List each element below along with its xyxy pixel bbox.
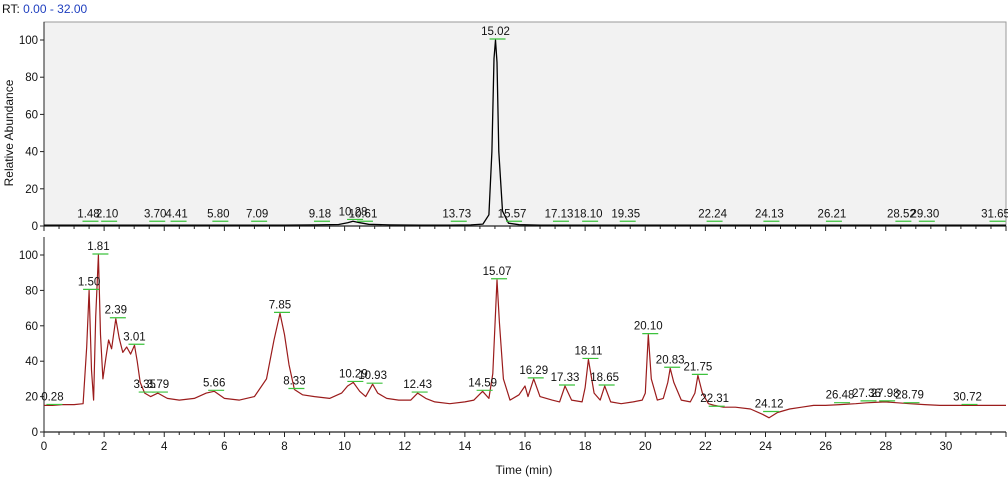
x-tick-label: 14 [458, 441, 471, 453]
peak-label: 26.21 [818, 208, 847, 220]
peak-label: 12.43 [403, 379, 432, 391]
y-tick-label: 100 [19, 35, 38, 47]
peak-label: 22.31 [700, 393, 729, 405]
peak-label: 15.57 [498, 208, 527, 220]
y-tick-label: 100 [19, 250, 38, 262]
peak-label: 16.29 [519, 365, 548, 377]
peak-label: 19.35 [611, 208, 640, 220]
peak-label: 2.10 [96, 208, 118, 220]
peak-label: 7.85 [269, 299, 291, 311]
x-tick-label: 2 [101, 441, 107, 453]
peak-label: 5.80 [207, 208, 229, 220]
peak-label: 20.10 [634, 321, 663, 333]
peak-label: 10.61 [349, 208, 378, 220]
peak-label: 3.70 [144, 208, 166, 220]
peak-label: 1.50 [78, 276, 100, 288]
peak-label: 7.09 [246, 208, 268, 220]
peak-label: 26.48 [826, 390, 855, 402]
x-tick-label: 30 [939, 441, 952, 453]
y-tick-label: 40 [25, 147, 38, 159]
y-tick-label: 40 [25, 356, 38, 368]
y-tick-label: 80 [25, 285, 38, 297]
peak-label: 31.65 [981, 208, 1008, 220]
peak-label: 18.11 [574, 345, 602, 357]
peak-label: 2.39 [105, 305, 127, 317]
y-tick-label: 60 [25, 109, 38, 121]
peak-label: 10.29 [339, 368, 368, 380]
peak-label: 17.33 [551, 372, 580, 384]
x-tick-label: 0 [41, 441, 47, 453]
peak-label: 17.13 [545, 208, 574, 220]
peak-label: 1.81 [87, 241, 109, 253]
peak-label: 5.66 [203, 377, 225, 389]
rt-range-header: RT: 0.00 - 32.00 [2, 2, 87, 16]
peak-label: 15.07 [483, 266, 512, 278]
x-axis-label: Time (min) [496, 463, 553, 477]
peak-label: 3.35 [134, 379, 156, 391]
x-tick-label: 4 [161, 441, 168, 453]
x-tick-label: 26 [819, 441, 832, 453]
peak-label: 0.28 [41, 391, 63, 403]
x-tick-label: 12 [398, 441, 411, 453]
y-tick-label: 0 [32, 427, 38, 439]
peak-label: 10.28 [339, 206, 368, 218]
peak-label: 30.72 [953, 391, 982, 403]
x-tick-label: 8 [281, 441, 287, 453]
peak-label: 22.24 [698, 208, 727, 220]
peak-label: 28.52 [887, 208, 916, 220]
x-tick-label: 24 [759, 441, 772, 453]
peak-label: 27.36 [852, 388, 881, 400]
y-axis-label: Relative Abundance [2, 79, 16, 186]
x-tick-label: 10 [338, 441, 351, 453]
peak-label: 4.41 [165, 208, 187, 220]
peak-label: 18.10 [574, 208, 603, 220]
peak-label: 24.13 [755, 208, 784, 220]
peak-label: 14.59 [468, 377, 497, 389]
peak-label: 8.33 [283, 376, 305, 388]
bottom-trace-line [44, 254, 1006, 419]
peak-label: 3.01 [123, 331, 145, 343]
y-tick-label: 80 [25, 72, 38, 84]
x-tick-label: 20 [639, 441, 652, 453]
peak-label: 15.02 [481, 26, 510, 38]
peak-label: 1.48 [77, 208, 99, 220]
x-tick-label: 28 [879, 441, 892, 453]
peak-label: 24.12 [755, 399, 784, 411]
peak-label: 9.18 [309, 208, 331, 220]
rt-prefix: RT: [2, 2, 20, 16]
y-tick-label: 20 [25, 392, 38, 404]
rt-range-value: 0.00 - 32.00 [23, 2, 88, 16]
x-tick-label: 6 [221, 441, 227, 453]
peak-label: 3.79 [147, 379, 169, 391]
top-panel-background [43, 21, 1007, 227]
y-tick-label: 0 [32, 221, 38, 233]
peak-label: 13.73 [442, 208, 471, 220]
peak-label: 10.93 [358, 370, 387, 382]
peak-label: 28.79 [895, 390, 924, 402]
peak-label: 27.98 [871, 388, 900, 400]
peak-label: 21.75 [683, 361, 712, 373]
y-tick-label: 20 [25, 184, 38, 196]
peak-label: 29.30 [910, 208, 939, 220]
x-tick-label: 18 [579, 441, 592, 453]
x-tick-label: 22 [699, 441, 712, 453]
top-trace-line [44, 39, 1006, 226]
peak-label: 18.65 [590, 372, 619, 384]
y-tick-label: 60 [25, 321, 38, 333]
peak-label: 20.83 [656, 354, 685, 366]
top-chart-panel: 0 20 40 60 80 100 1.482.10 3.704.41 5.80 7.09 9.18… [19, 21, 1008, 233]
x-tick-label: 16 [519, 441, 532, 453]
